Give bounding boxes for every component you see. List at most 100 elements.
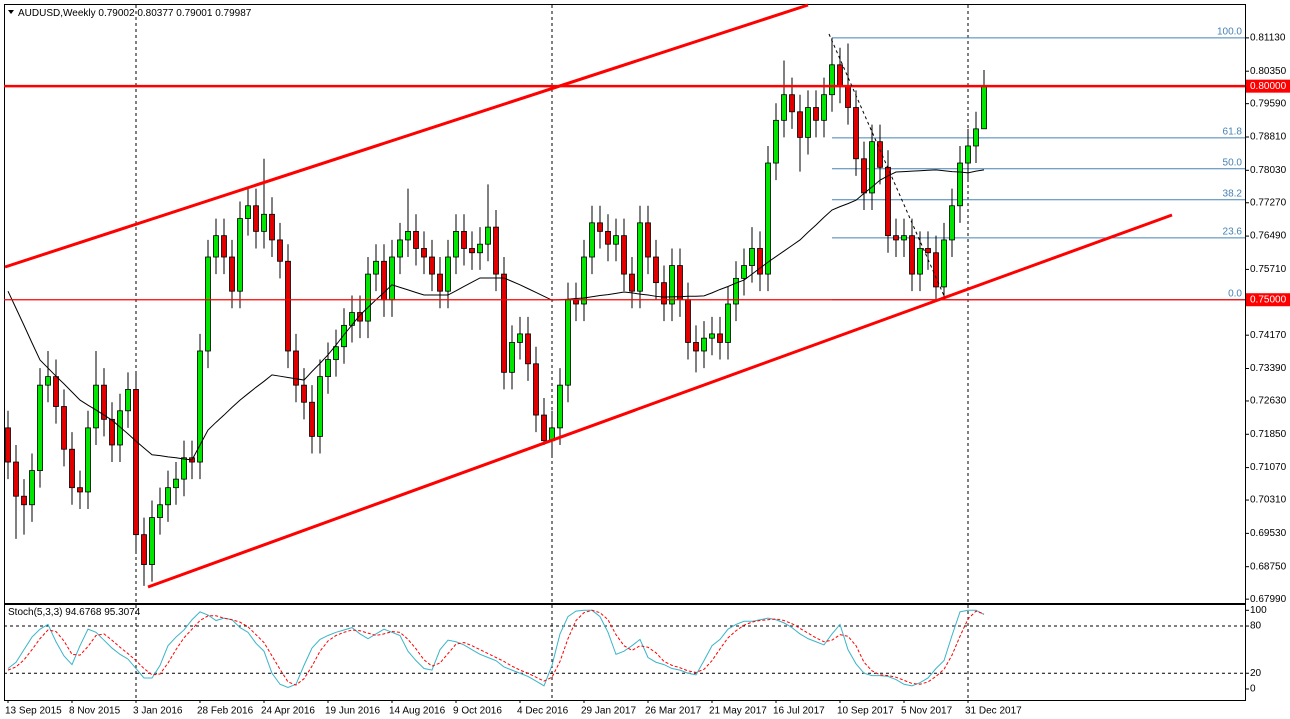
candle-body — [117, 410, 123, 446]
lower-trend-line — [147, 213, 1173, 589]
candle-body — [917, 248, 923, 275]
menu-triangle[interactable] — [8, 10, 14, 14]
x-tick-label: 5 Nov 2017 — [901, 706, 953, 717]
x-tick-label: 9 Oct 2016 — [453, 706, 502, 717]
candle-body — [301, 384, 307, 403]
x-tick-label: 4 Dec 2016 — [517, 706, 569, 717]
candle-body — [93, 384, 99, 429]
candle-body — [773, 119, 779, 164]
plot-layer: 0.81130 0.80350 0.79590 0.78810 0.78030 0.772… — [4, 5, 1290, 717]
y-tick-label: 0.71070 — [1250, 462, 1287, 473]
x-tick-label: 8 Nov 2015 — [69, 706, 121, 717]
candle-body — [797, 111, 803, 138]
candle-body — [277, 239, 283, 262]
candle-body — [101, 384, 107, 420]
candle-body — [557, 384, 563, 429]
candle-body — [357, 312, 363, 322]
candle-body — [45, 376, 51, 386]
candle-body — [933, 252, 939, 288]
open-value: 0.79002 — [98, 8, 135, 19]
candle-body — [733, 277, 739, 305]
indicator-line — [7, 609, 985, 686]
chart-header: AUDUSD,Weekly 0.79002 0.80377 0.79001 0.… — [18, 8, 252, 19]
candle-body — [269, 213, 275, 241]
candle-body — [245, 205, 251, 219]
candle-body — [125, 389, 131, 412]
candle-body — [317, 376, 323, 437]
candle-body — [637, 222, 643, 292]
candle-body — [821, 94, 827, 121]
y-tick-label: 0.71850 — [1250, 429, 1287, 440]
candle-body — [973, 128, 979, 147]
candle-body — [837, 64, 843, 87]
candle-body — [173, 478, 179, 489]
candle-body — [157, 504, 163, 518]
x-tick-label: 21 May 2017 — [709, 706, 767, 717]
candle-body — [437, 273, 443, 292]
fibonacci-label: 0.0 — [1228, 288, 1242, 299]
x-tick-label: 14 Aug 2016 — [389, 706, 446, 717]
fibonacci-trend — [828, 33, 946, 299]
candle-body — [965, 145, 971, 164]
y-tick-label: 0.72630 — [1250, 396, 1287, 407]
x-tick-label: 13 Sep 2015 — [5, 706, 62, 717]
candle-body — [597, 222, 603, 232]
candle-body — [333, 346, 339, 360]
y-tick-label: 0.80350 — [1250, 66, 1287, 77]
y-tick-label: 0.75710 — [1250, 264, 1287, 275]
candle-body — [389, 256, 395, 301]
x-tick-label: 3 Jan 2016 — [133, 706, 183, 717]
fibonacci-label: 38.2 — [1223, 188, 1243, 199]
level-price-box — [1246, 79, 1290, 93]
y-tick-label: 0.81130 — [1250, 33, 1286, 44]
candle-body — [893, 235, 899, 241]
candle-body — [845, 85, 851, 108]
candle-body — [37, 384, 43, 471]
candle-body — [61, 406, 67, 450]
candle-body — [757, 248, 763, 275]
fibonacci-label: 23.6 — [1223, 227, 1243, 238]
candle-body — [261, 213, 267, 232]
candle-body — [629, 273, 635, 292]
candle-body — [669, 265, 675, 305]
candle-body — [701, 337, 707, 352]
y-tick-label: 0.76490 — [1250, 231, 1287, 242]
main-value: 94.6768 — [65, 607, 102, 618]
fibonacci-label: 50.0 — [1223, 157, 1243, 168]
x-tick-label: 26 Mar 2017 — [645, 706, 702, 717]
candle-body — [141, 534, 147, 565]
y-tick-label: 0.73390 — [1250, 363, 1287, 374]
candle-body — [517, 333, 523, 343]
candle-body — [213, 235, 219, 258]
candle-body — [589, 222, 595, 258]
y-tick-label: 0.79590 — [1250, 98, 1287, 109]
candle-body — [661, 282, 667, 305]
candle-body — [21, 495, 27, 506]
candle-body — [205, 256, 211, 352]
candle-body — [613, 235, 619, 245]
candle-body — [949, 205, 955, 241]
candle-body — [525, 333, 531, 365]
candle-body — [573, 299, 579, 305]
candle-body — [397, 239, 403, 258]
candle-body — [469, 248, 475, 254]
level-price-label: 0.75000 — [1250, 294, 1287, 305]
candle-body — [725, 303, 731, 343]
candle-body — [877, 141, 883, 168]
candle-body — [477, 243, 483, 254]
candle-body — [829, 64, 835, 96]
candle-body — [493, 226, 499, 275]
candle-body — [621, 235, 627, 275]
x-tick-label: 19 Jun 2016 — [325, 706, 380, 717]
symbol: AUDUSD,Weekly — [18, 8, 96, 19]
candle-body — [885, 166, 891, 237]
candle-body — [285, 260, 291, 352]
y-tick-label: 0.77270 — [1250, 197, 1287, 208]
candle-body — [605, 230, 611, 245]
candle-body — [709, 333, 715, 339]
moving-average — [7, 169, 985, 461]
candle-body — [373, 260, 379, 275]
candle-body — [77, 487, 83, 493]
candle-body — [501, 273, 507, 373]
